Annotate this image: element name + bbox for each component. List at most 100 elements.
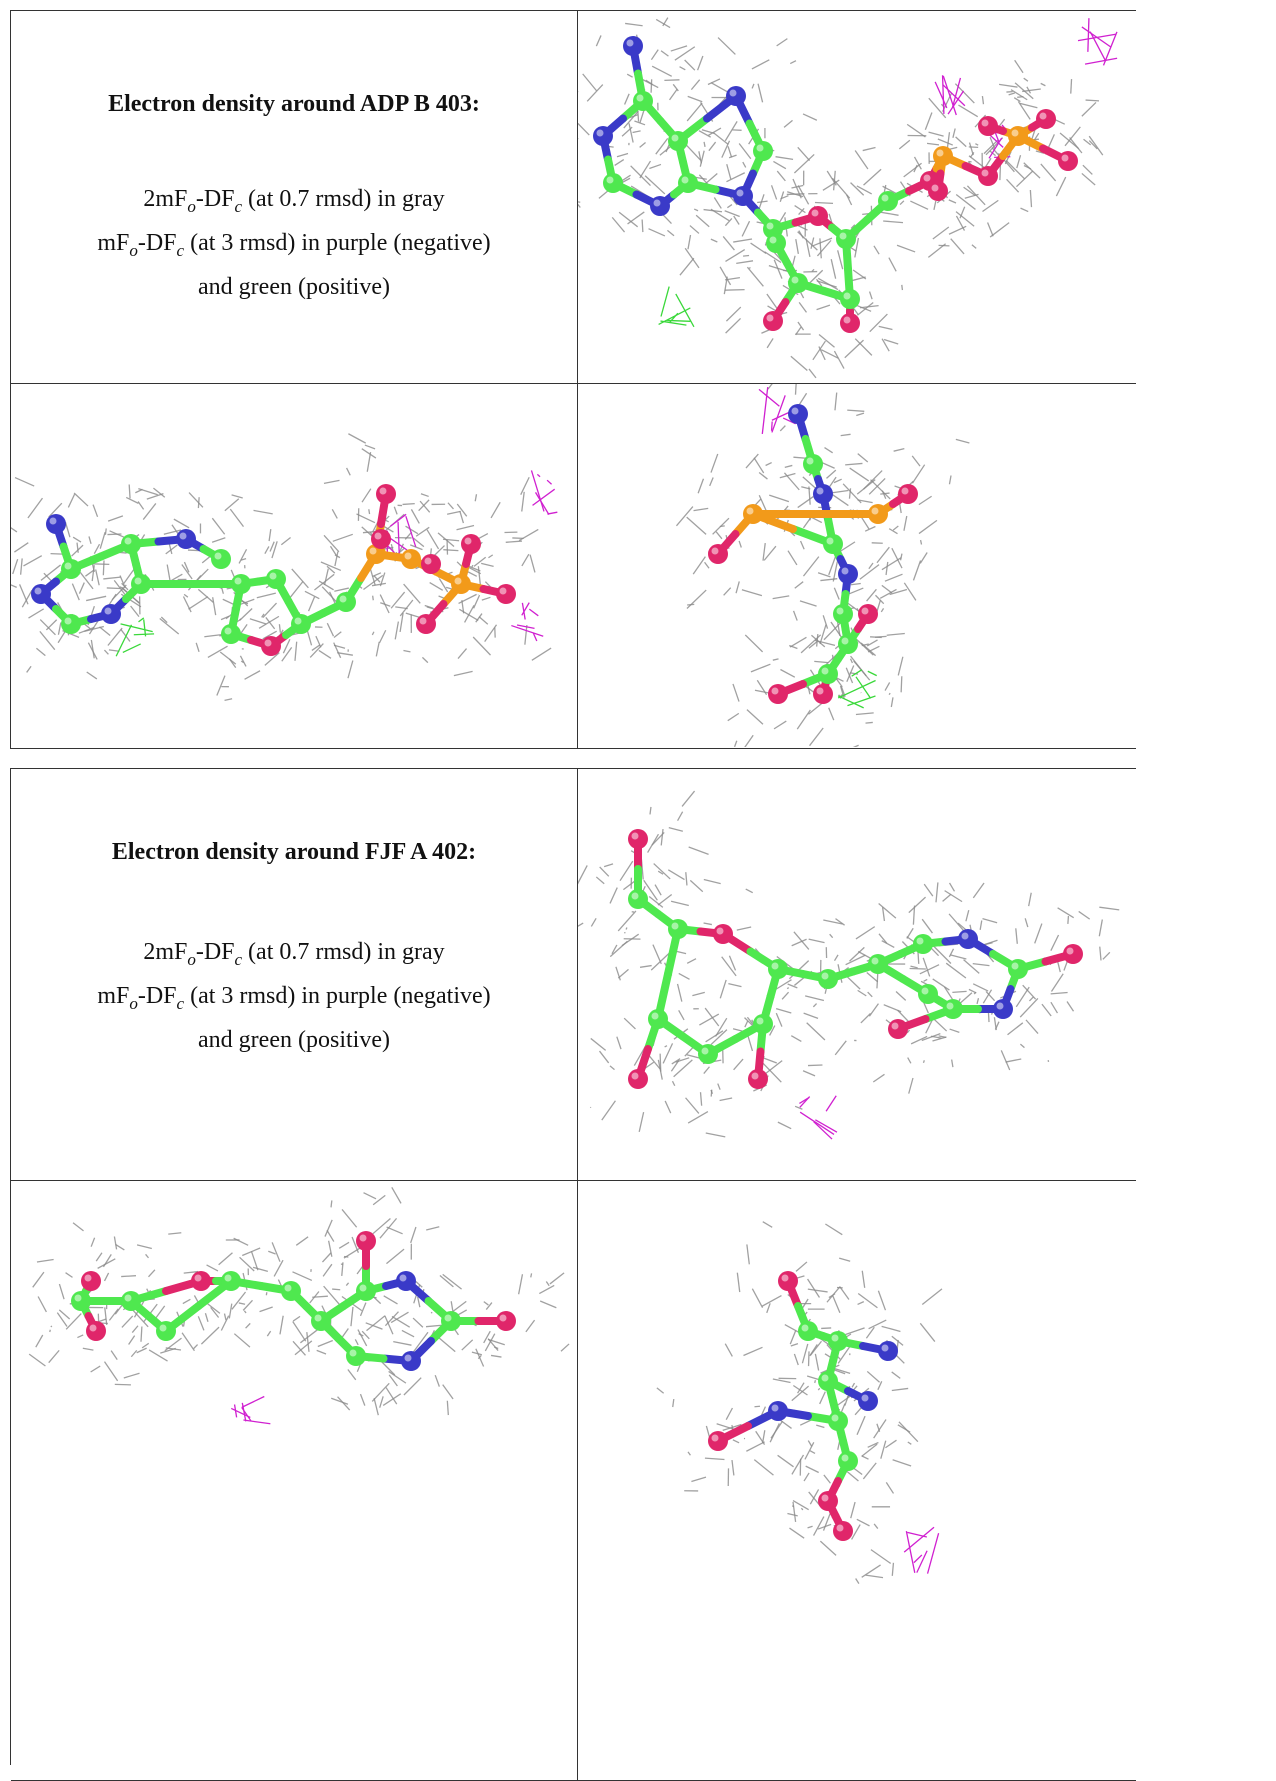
atom [336,592,356,612]
mesh-line [591,1038,606,1050]
mesh-line [768,384,783,389]
atom-highlight [632,893,639,900]
mesh-line [793,1502,796,1522]
atom [678,173,698,193]
atom-highlight [932,185,939,192]
mesh-line [260,1307,273,1312]
atom-highlight [767,223,774,230]
atom-highlight [375,533,382,540]
mesh-line [66,1314,81,1330]
mesh-line [758,84,763,103]
mesh-line [777,171,785,181]
mesh-line [856,1579,859,1584]
atom [131,574,151,594]
mesh-line [835,919,844,926]
mesh-line [87,672,97,679]
mesh-line [327,623,333,636]
mesh-line [1041,164,1056,181]
atom [61,559,81,579]
mesh-line [448,503,454,509]
mesh-line [403,651,410,652]
mesh-line [943,894,951,901]
mesh-line [899,140,910,149]
mesh-line [763,1222,772,1228]
mesh-line [857,1519,870,1526]
mesh-line [952,1060,953,1068]
mesh-line [832,494,848,505]
atom [356,1281,376,1301]
mesh-line [474,557,486,566]
mesh-line [1099,919,1102,936]
mesh-line [834,588,839,600]
mesh-line [952,991,966,992]
mesh-line [999,84,1017,87]
mesh-line [367,452,370,472]
mesh-line [867,589,877,601]
atom-highlight [500,588,507,595]
mesh-line [28,498,43,518]
mesh-line [459,594,477,603]
atom-highlight [360,1285,367,1292]
mesh-line [431,1312,432,1313]
mesh-line [331,1200,332,1207]
mesh-line [239,1303,245,1304]
atom-highlight [882,195,889,202]
mesh-line [745,635,762,652]
atom [496,1311,516,1331]
mesh-line [196,643,199,652]
mesh-line [810,1451,815,1454]
mesh-line [1014,98,1020,102]
mesh-line [798,497,814,508]
mesh-line [733,684,739,702]
mesh-line [418,1297,420,1307]
mesh-line [834,171,836,190]
atom-highlight [672,135,679,142]
mesh-line [694,209,698,211]
mesh-line [131,606,139,617]
atom-highlight [837,608,844,615]
mesh-line [380,1396,383,1407]
mesh-line [742,590,762,596]
mesh-line [292,1272,311,1281]
mesh-line [763,543,765,561]
mesh-line [784,120,792,127]
difference-mesh [935,82,947,108]
mesh-line [1064,961,1067,970]
mesh-line [699,151,702,163]
mesh-line [230,509,243,526]
atom [868,504,888,524]
atom-highlight [405,1355,412,1362]
mesh-line [773,161,785,168]
atom-highlight [360,1235,367,1242]
mesh-line [482,597,491,600]
mesh-line [815,1354,818,1371]
atom-highlight [65,563,72,570]
atom-highlight [215,553,222,560]
mesh-line [365,445,375,449]
atom-highlight [837,1525,844,1532]
mesh-line [919,520,937,533]
mesh-line [443,1385,453,1399]
mesh-line [649,164,661,168]
atom [61,614,81,634]
mesh-line [846,955,866,965]
mesh-line [686,872,687,885]
mesh-line [904,583,916,601]
mesh-line [825,1224,842,1235]
mesh-line [37,1260,54,1262]
mesh-line [896,992,906,1001]
atom [888,1019,908,1039]
atom [803,454,823,474]
legend-text: -DF [138,230,177,256]
mesh-line [949,475,951,484]
mesh-line [458,649,467,659]
atom [838,1451,858,1471]
atom [708,1431,728,1451]
mesh-line [307,1332,309,1352]
atom [31,584,51,604]
mesh-line [539,1285,554,1293]
mesh-line [669,828,683,832]
mesh-line [1051,935,1059,951]
mesh-line [830,934,833,938]
mesh-line [801,1508,802,1510]
